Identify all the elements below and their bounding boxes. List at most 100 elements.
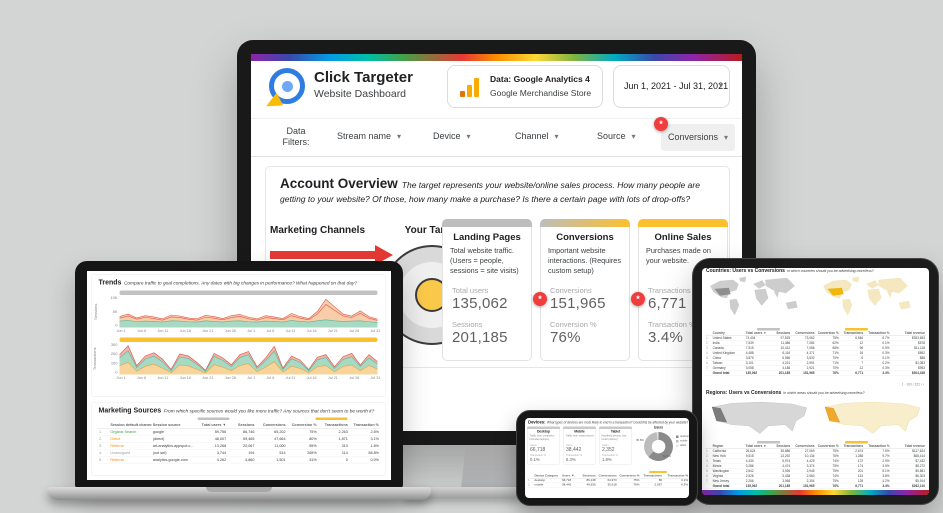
column-header[interactable]: Transaction % [864, 444, 891, 449]
column-header[interactable]: Conversions [791, 331, 816, 336]
table-cell: 0.0% [349, 456, 381, 464]
column-header[interactable]: Total revenue [890, 331, 926, 336]
column-header[interactable]: Conversion % [815, 331, 840, 336]
column-header[interactable]: Sessions [769, 444, 792, 449]
table-cell: 73,062 [791, 335, 816, 341]
tablet-screen: Countries: Users vs Conversions In which … [702, 268, 929, 495]
pagination[interactable]: 1 - 100 / 222 ‹ › [901, 383, 924, 387]
metric-value: 38,442 [566, 447, 582, 453]
column-header[interactable] [527, 474, 534, 479]
table-cell: 20,067 [227, 442, 256, 450]
table-cell: 74% [815, 473, 840, 479]
table-cell: Grand total [711, 370, 745, 376]
table-cell: 4,474 [769, 463, 792, 469]
column-header[interactable]: Conversions [255, 421, 288, 429]
filter-stream-name[interactable]: Stream name ▾ [337, 131, 402, 141]
column-header[interactable]: Transaction % [349, 421, 381, 429]
column-header[interactable]: Total users ▼ [744, 331, 770, 336]
sessions-area-chart [119, 298, 378, 328]
table-cell: 6. [705, 360, 712, 366]
column-header[interactable]: Sessions [227, 421, 256, 429]
card-top-bar [599, 426, 632, 429]
card-description: Traffic from smart phones [565, 434, 594, 438]
date-range-selector[interactable]: Jun 1, 2021 - Jul 31, 2021 ▾ [613, 65, 730, 108]
overview-description: The target represents your website/onlin… [280, 180, 700, 204]
table-cell: 3. [705, 458, 712, 464]
column-header[interactable]: Region [711, 444, 745, 449]
table-cell: 514 [255, 449, 288, 457]
data-source-label: Data: Google Analytics 4 [490, 74, 590, 84]
table-cell: $304,438 [890, 370, 926, 376]
overview-heading: Account Overview The target represents yo… [280, 175, 716, 206]
table-cell: $262,110 [890, 483, 926, 489]
table-cell: 1.6% [349, 442, 381, 450]
scroll-bar[interactable] [119, 290, 378, 295]
countries-table: Country Total users ▼ Sessions Conversions C… [705, 331, 926, 376]
table-cell: 76% [815, 483, 840, 489]
table-cell: 2,957 [640, 482, 664, 488]
tick-label: Jun 16 [179, 375, 191, 381]
column-header[interactable] [97, 421, 109, 429]
column-header[interactable]: Device Category [533, 474, 562, 479]
table-cell: 6.7% [864, 335, 891, 341]
filter-device[interactable]: Device ▾ [433, 131, 471, 141]
table-cell: 172 [839, 458, 865, 464]
table-row: 2. mobile 38,442 46,936 35,618 76% 2,957 6.3% [527, 482, 689, 488]
table-cell: Grand total [711, 483, 745, 489]
column-header[interactable]: Conversion % [287, 421, 319, 429]
filter-channel[interactable]: Channel ▾ [515, 131, 559, 141]
table-cell: 3.1% [349, 435, 381, 443]
tick-label: Jul 21 [327, 375, 338, 381]
table-cell: 1. [97, 428, 109, 436]
card-description: Purchases made on your website. [646, 246, 711, 265]
sources-title: Marketing Sources [98, 406, 162, 414]
column-header[interactable]: Total users ▼ [199, 421, 228, 429]
mobile-card: Mobile Traffic from smart phones Users 3… [563, 426, 596, 465]
table-cell: 3. [705, 345, 712, 351]
column-header[interactable]: Conversion % [815, 444, 840, 449]
column-header[interactable]: Session source [151, 421, 200, 429]
table-cell: 71% [815, 360, 840, 366]
column-header[interactable]: Transactions [640, 474, 664, 479]
table-cell: 16 [839, 350, 865, 356]
table-cell: 6. [705, 473, 712, 479]
highlight-bar [119, 337, 378, 342]
countries-title: Countries: Users vs Conversions [706, 268, 785, 274]
tick-label: Jul 6 [266, 328, 275, 334]
tick-label: Jul 16 [306, 328, 317, 334]
column-header[interactable]: Sessions [769, 331, 792, 336]
column-header[interactable]: Sessions [578, 474, 597, 479]
column-header[interactable]: Transaction % [663, 474, 689, 479]
column-header[interactable]: Conversions [596, 474, 618, 479]
filter-conversions[interactable]: Conversions ▾ * [654, 117, 735, 151]
column-header[interactable]: Country [711, 331, 745, 336]
table-cell: 3,879 [744, 355, 770, 361]
column-header[interactable]: Transactions [839, 444, 865, 449]
filter-source[interactable]: Source ▾ [597, 131, 636, 141]
column-header[interactable] [705, 331, 712, 336]
column-header[interactable]: Conversions [791, 444, 816, 449]
column-header[interactable]: Total revenue [890, 444, 926, 449]
tick-label: Jul 31 [370, 328, 381, 334]
tablet: Countries: Users vs Conversions In which … [692, 258, 939, 505]
column-header[interactable]: Session default channel grouping [108, 421, 152, 429]
rainbow-strip [702, 490, 929, 495]
table-cell: google [151, 428, 200, 436]
table-cell: 97,525 [769, 335, 792, 341]
tick-label: 5K [112, 309, 118, 314]
table-cell: 71% [815, 350, 840, 356]
table-cell: 131 [839, 473, 865, 479]
column-header[interactable]: Conversion % [617, 474, 641, 479]
metric-label: Sessions [452, 320, 483, 329]
column-header[interactable]: Users ▼ [561, 474, 579, 479]
table-cell: $11,118 [890, 345, 926, 351]
metric-value: 2,352 [602, 447, 615, 453]
column-header[interactable]: Transaction % [864, 331, 891, 336]
table-row: 5. Referral analytics.google.com 4,262 4,860… [97, 456, 381, 464]
table-cell: Unassigned [108, 449, 152, 457]
column-header[interactable]: Total users ▼ [744, 444, 770, 449]
column-header[interactable]: Transactions [318, 421, 350, 429]
table-cell: 2,842 [744, 468, 770, 474]
column-header[interactable]: Transactions [839, 331, 865, 336]
column-header[interactable] [705, 444, 712, 449]
